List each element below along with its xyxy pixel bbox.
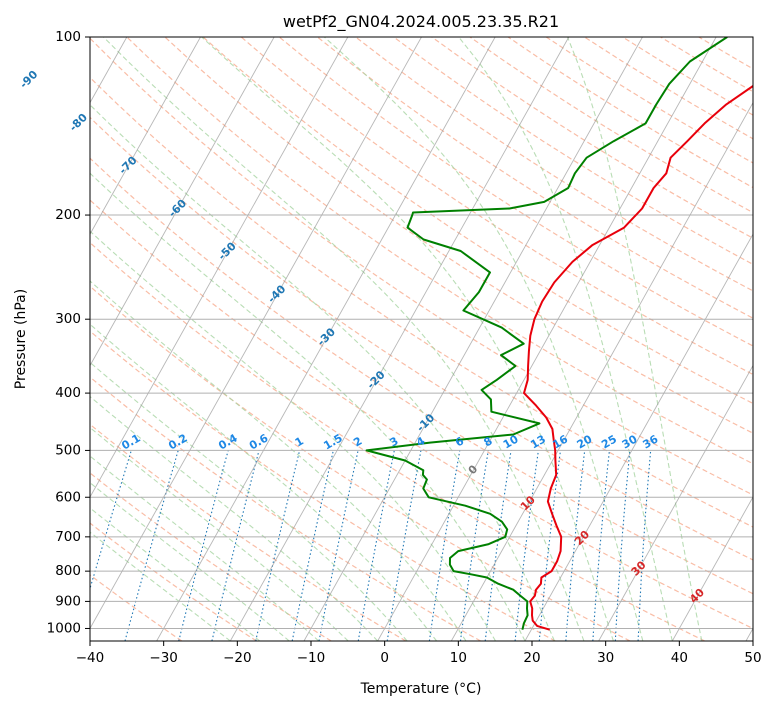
isotherm-label: -90 [17, 68, 40, 91]
moist-adiabat [90, 395, 379, 641]
moist-adiabat [323, 37, 644, 641]
series-lines [365, 37, 753, 631]
moist-adiabat [458, 37, 673, 641]
moist-adiabat [90, 230, 496, 641]
isotherm-line [450, 101, 753, 641]
dry-adiabat [202, 37, 753, 405]
isotherm-line [90, 37, 349, 498]
x-axis-label: Temperature (°C) [360, 681, 482, 697]
dry-adiabat [90, 241, 705, 641]
y-axis-ticks: 100 200 300 400 500 600 700 800 900 1000 [47, 29, 90, 636]
dewpoint-line [365, 37, 728, 630]
mixing-ratio-line [565, 450, 586, 641]
temperature-line [523, 84, 753, 631]
y-axis-label: Pressure (hPa) [13, 289, 29, 389]
mixing-ratio-line [428, 450, 461, 641]
isotherm-line [90, 37, 422, 630]
isotherm-line [156, 37, 496, 641]
mixing-ratio-line [484, 450, 512, 641]
dry-adiabat [90, 472, 332, 641]
mixing-ratio-line [255, 450, 301, 641]
moist-adiabat [90, 507, 261, 641]
x-tick-label: 20 [523, 650, 540, 666]
dry-adiabat [90, 285, 631, 641]
mixing-ratio-line [90, 450, 132, 591]
isotherm-label: -80 [67, 111, 90, 134]
dry-adiabat [90, 574, 183, 641]
moist-adiabat [90, 455, 320, 641]
isotherm-line [598, 364, 753, 641]
x-tick-label: 10 [450, 650, 467, 666]
y-tick-label: 600 [55, 489, 81, 505]
chart-title: wetPf2_GN04.2024.005.23.35.R21 [283, 12, 559, 32]
dry-adiabat [90, 116, 753, 561]
x-tick-label: −20 [223, 650, 252, 666]
dry-adiabat [90, 199, 753, 630]
x-tick-label: −10 [297, 650, 326, 666]
y-tick-label: 100 [55, 29, 81, 45]
x-axis-ticks: −40 −30 −20 −10 0 10 20 30 40 50 [76, 641, 762, 666]
isotherm-line [524, 233, 753, 641]
moist-adiabat [566, 37, 703, 641]
isotherm-line [90, 37, 201, 236]
x-tick-label: −30 [149, 650, 178, 666]
plot-background [90, 37, 753, 641]
moist-adiabat [90, 172, 526, 641]
moist-adiabat [90, 426, 349, 641]
moist-adiabat [103, 37, 585, 641]
plot-frame [89, 36, 754, 642]
y-tick-label: 500 [55, 442, 81, 458]
dry-adiabat [90, 376, 481, 641]
x-tick-label: 50 [744, 650, 761, 666]
y-tick-label: 200 [55, 207, 81, 223]
dry-adiabat [355, 37, 753, 292]
moist-adiabat [90, 280, 467, 641]
moist-adiabat [90, 104, 555, 641]
mixing-ratio-line [211, 450, 260, 641]
mixing-ratio-line [459, 450, 489, 641]
mixing-ratio-line [514, 450, 539, 641]
moist-adiabat [201, 37, 614, 641]
isotherm-line [303, 37, 643, 641]
y-tick-label: 700 [55, 529, 81, 545]
x-tick-label: 0 [380, 650, 389, 666]
dry-adiabat [164, 37, 753, 434]
moist-adiabat [90, 531, 231, 641]
isotherm-line [229, 37, 570, 641]
y-tick-label: 1000 [47, 620, 81, 636]
dry-adiabat [90, 522, 257, 641]
mixing-ratio-line [538, 450, 562, 641]
y-tick-label: 800 [55, 563, 81, 579]
y-tick-label: 400 [55, 385, 81, 401]
isotherm-line [377, 37, 717, 641]
mixing-ratio-line [178, 450, 229, 641]
x-tick-label: 40 [671, 650, 688, 666]
isotherm-line [671, 496, 753, 641]
background-lines [90, 37, 753, 641]
moist-adiabat [90, 481, 290, 641]
x-tick-label: 30 [597, 650, 614, 666]
y-tick-label: 900 [55, 593, 81, 609]
isotherm-line [90, 37, 275, 367]
x-tick-label: −40 [76, 650, 105, 666]
y-tick-label: 300 [55, 311, 81, 327]
moist-adiabat [90, 361, 408, 641]
dry-adiabat [90, 76, 753, 528]
